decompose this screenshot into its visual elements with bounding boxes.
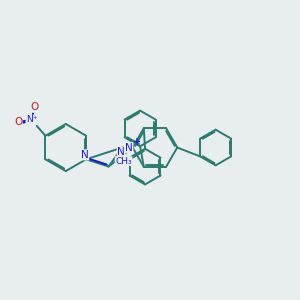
Text: O: O	[14, 117, 22, 127]
Text: N: N	[117, 147, 125, 157]
Text: N: N	[81, 150, 89, 160]
Text: N: N	[125, 142, 133, 152]
Text: CH₃: CH₃	[115, 157, 132, 166]
Text: +: +	[133, 137, 141, 147]
Text: N⁺: N⁺	[26, 115, 38, 124]
Text: O: O	[30, 102, 38, 112]
